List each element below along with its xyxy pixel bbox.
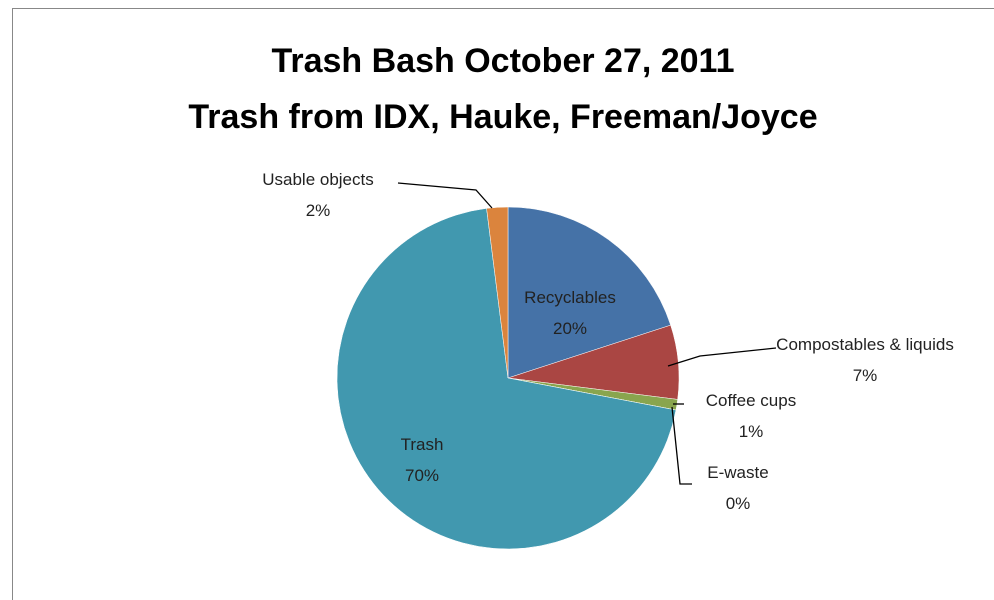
category-label: Recyclables bbox=[524, 288, 616, 307]
leader-line bbox=[671, 406, 692, 485]
category-label: E-waste bbox=[707, 463, 769, 482]
category-label: Coffee cups bbox=[705, 391, 797, 410]
value-label: 7% bbox=[852, 366, 878, 385]
category-label: Usable objects bbox=[262, 170, 374, 189]
leader-line bbox=[667, 347, 777, 367]
value-label: 70% bbox=[404, 466, 440, 485]
value-label: 1% bbox=[738, 422, 764, 441]
slice-label: Trash 70% bbox=[362, 430, 482, 492]
category-label: Trash bbox=[400, 435, 444, 454]
slice-label: E-waste 0% bbox=[678, 458, 798, 520]
leader-line bbox=[397, 182, 493, 209]
slice-label: Recyclables 20% bbox=[475, 283, 665, 345]
slice-label: Usable objects 2% bbox=[223, 165, 413, 227]
slice-label: Compostables & liquids 7% bbox=[770, 330, 960, 392]
pie-slice bbox=[486, 206, 509, 379]
category-label: Compostables & liquids bbox=[776, 335, 954, 354]
value-label: 0% bbox=[725, 494, 751, 513]
pie-slice bbox=[507, 206, 671, 379]
slice-label: Coffee cups 1% bbox=[671, 386, 831, 448]
value-label: 20% bbox=[552, 319, 588, 338]
pie bbox=[336, 206, 680, 550]
chart-subtitle: Trash from IDX, Hauke, Freeman/Joyce bbox=[188, 98, 818, 136]
pie-slice bbox=[336, 208, 677, 550]
value-label: 2% bbox=[305, 201, 331, 220]
chart-title: Trash Bash October 27, 2011 bbox=[271, 42, 735, 80]
